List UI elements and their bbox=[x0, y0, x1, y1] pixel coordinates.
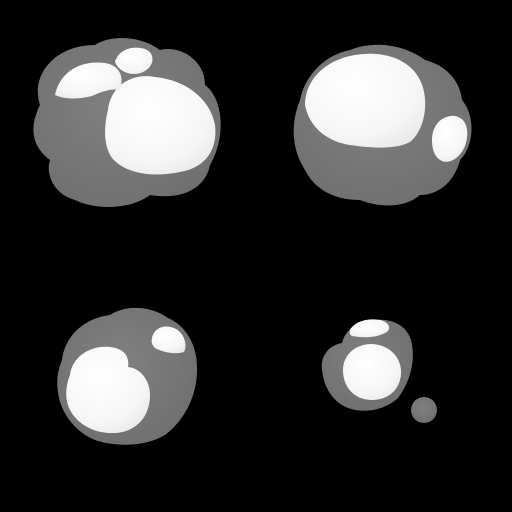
frame-4-smoke-puff bbox=[322, 319, 437, 423]
frame-2-smoke-puff bbox=[294, 45, 472, 206]
frame-3-smoke-puff bbox=[57, 308, 197, 445]
frame-4-detached-particle bbox=[411, 397, 437, 423]
frame-1-smoke-puff bbox=[33, 38, 220, 207]
frame-4-highlight-main bbox=[343, 344, 401, 400]
